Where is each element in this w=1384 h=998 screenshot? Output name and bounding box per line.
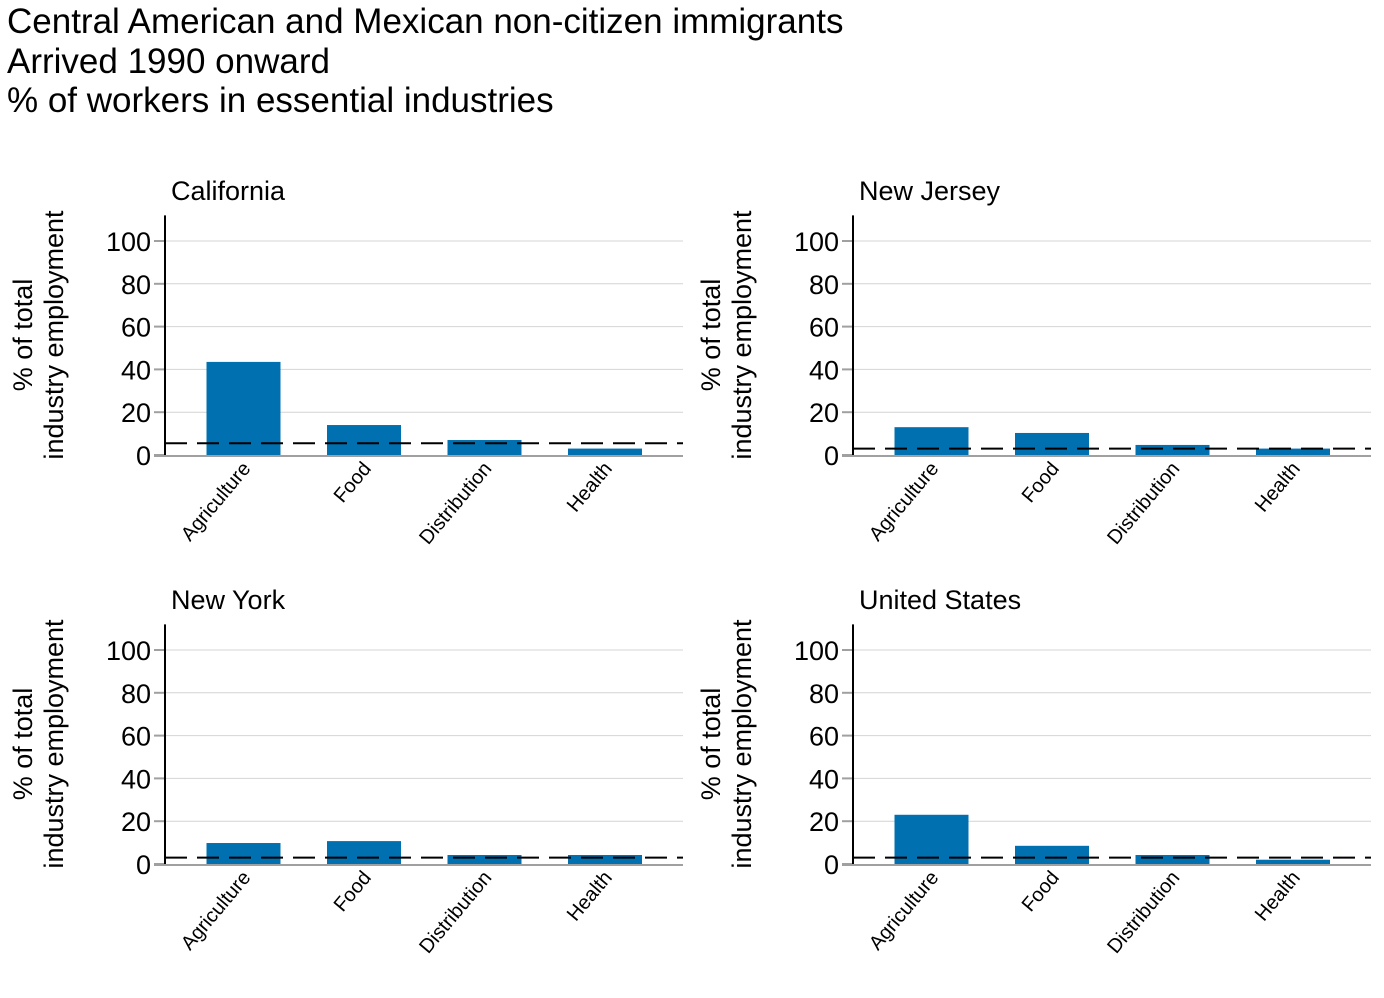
bar-health — [1256, 448, 1330, 455]
y-tick-label: 80 — [121, 270, 151, 300]
x-tick-label: Agriculture — [865, 458, 943, 545]
x-tick-label: Distribution — [415, 458, 496, 549]
chart-title: Central American and Mexican non-citizen… — [7, 2, 843, 121]
y-axis-label: industry employment — [39, 210, 69, 460]
bar-distribution — [1135, 444, 1210, 455]
y-tick-label: 100 — [106, 636, 151, 666]
y-tick-label: 100 — [794, 636, 839, 666]
y-tick-label: 100 — [794, 227, 839, 257]
bar-agriculture — [894, 814, 969, 864]
y-tick-label: 0 — [824, 441, 839, 471]
y-axis-label: % of total — [8, 688, 38, 801]
x-tick-label: Health — [1251, 867, 1305, 925]
x-tick-label: Food — [330, 458, 376, 507]
bar-health — [568, 855, 642, 864]
panel-california: California % of total industry employment 0… — [8, 176, 683, 549]
y-axis-label: % of total — [8, 279, 38, 392]
y-tick-label: 40 — [809, 355, 839, 385]
x-tick-label: Health — [563, 867, 617, 925]
x-tick-label: Food — [1018, 867, 1064, 916]
panel-title: New Jersey — [859, 176, 1001, 206]
y-axis-label: industry employment — [727, 619, 757, 869]
x-tick-label: Distribution — [1103, 867, 1184, 958]
y-tick-label: 20 — [121, 398, 151, 428]
panel-new-york: New York % of total industry employment 0 20… — [8, 585, 683, 958]
bar-agriculture — [206, 843, 281, 864]
y-axis-label: industry employment — [727, 210, 757, 460]
panel-title: California — [171, 176, 286, 206]
y-tick-label: 20 — [809, 807, 839, 837]
bar-food — [327, 841, 401, 864]
title-line-1: Central American and Mexican non-citizen… — [7, 2, 844, 41]
bar-distribution — [447, 855, 522, 864]
y-axis-label: % of total — [696, 279, 726, 392]
panel-united-states: United States % of total industry employme… — [696, 585, 1371, 958]
y-tick-label: 40 — [121, 764, 151, 794]
y-tick-label: 80 — [121, 679, 151, 709]
title-line-3: % of workers in essential industries — [7, 81, 554, 120]
x-tick-label: Health — [1251, 458, 1305, 516]
bar-distribution — [1135, 855, 1210, 864]
y-tick-label: 0 — [824, 850, 839, 880]
y-tick-label: 20 — [809, 398, 839, 428]
bar-food — [327, 425, 401, 455]
bar-food — [1015, 432, 1089, 455]
panel-new-jersey: New Jersey % of total industry employment 0… — [696, 176, 1371, 549]
y-tick-label: 40 — [809, 764, 839, 794]
y-axis-label: industry employment — [39, 619, 69, 869]
panel-title: New York — [171, 585, 286, 615]
x-tick-label: Agriculture — [177, 458, 255, 545]
bar-agriculture — [206, 361, 281, 455]
y-tick-label: 60 — [809, 313, 839, 343]
x-tick-label: Agriculture — [177, 867, 255, 954]
x-tick-label: Agriculture — [865, 867, 943, 954]
y-tick-label: 0 — [136, 441, 151, 471]
x-tick-label: Food — [1018, 458, 1064, 507]
x-tick-label: Health — [563, 458, 617, 516]
y-tick-label: 0 — [136, 850, 151, 880]
y-tick-label: 20 — [121, 807, 151, 837]
y-tick-label: 80 — [809, 679, 839, 709]
y-tick-label: 40 — [121, 355, 151, 385]
y-tick-label: 60 — [121, 313, 151, 343]
x-tick-label: Food — [330, 867, 376, 916]
bar-agriculture — [894, 427, 969, 455]
x-tick-label: Distribution — [1103, 458, 1184, 549]
y-axis-label: % of total — [696, 688, 726, 801]
y-tick-label: 100 — [106, 227, 151, 257]
bar-health — [1256, 859, 1330, 864]
panel-title: United States — [859, 585, 1021, 615]
x-tick-label: Distribution — [415, 867, 496, 958]
y-tick-label: 60 — [121, 722, 151, 752]
title-line-2: Arrived 1990 onward — [7, 41, 330, 81]
bar-health — [568, 448, 642, 455]
y-tick-label: 60 — [809, 722, 839, 752]
y-tick-label: 80 — [809, 270, 839, 300]
bar-food — [1015, 845, 1089, 864]
